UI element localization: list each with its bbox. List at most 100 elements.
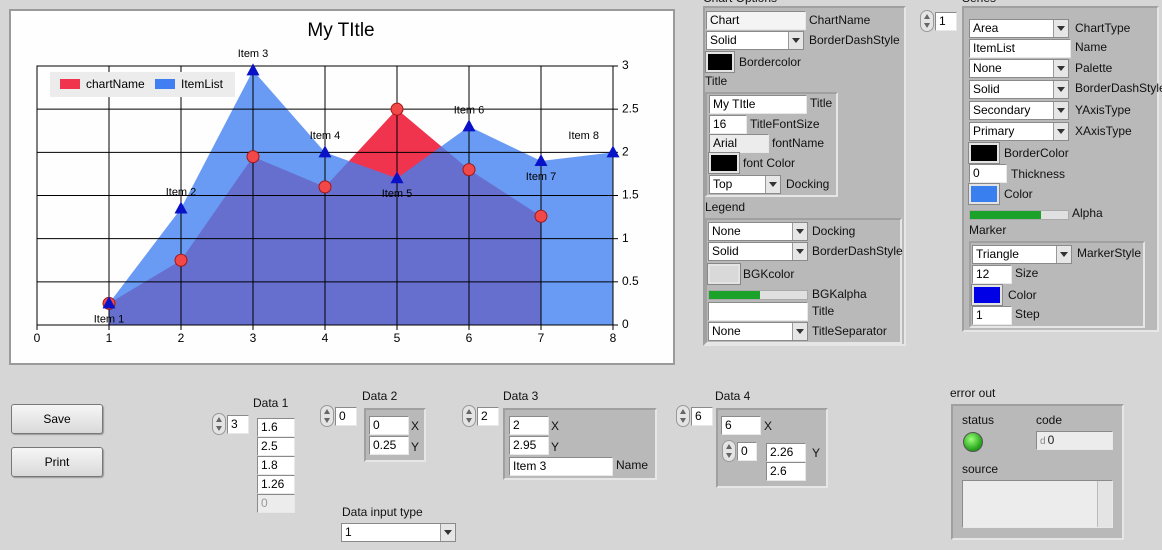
text-field[interactable]: 0 xyxy=(969,164,1007,183)
color-box[interactable] xyxy=(968,183,1000,205)
dropdown[interactable]: None xyxy=(708,222,808,241)
label: Name xyxy=(1075,40,1108,54)
text-field[interactable]: 16 xyxy=(709,115,747,134)
marker xyxy=(462,119,476,132)
dropdown-arrow[interactable] xyxy=(792,323,807,340)
dropdown-arrow[interactable] xyxy=(1053,60,1068,77)
text-field[interactable]: Arial xyxy=(709,134,769,153)
label: Y xyxy=(411,440,420,454)
marker xyxy=(462,163,476,177)
text-field[interactable]: 2 xyxy=(509,416,549,435)
x-tick-label: 5 xyxy=(394,331,401,345)
spinner[interactable] xyxy=(676,405,690,427)
text-field[interactable]: 1.26 xyxy=(257,475,295,494)
dropdown[interactable]: Solid xyxy=(969,80,1069,99)
text-field[interactable]: 2.95 xyxy=(509,436,549,455)
save-button[interactable]: Save xyxy=(11,404,103,434)
dropdown[interactable]: Solid xyxy=(708,242,808,261)
dropdown[interactable]: Top xyxy=(709,175,781,194)
dropdown[interactable]: Solid xyxy=(706,31,804,50)
label: Docking xyxy=(786,177,830,191)
dropdown-value: Triangle xyxy=(976,247,1019,261)
color-box[interactable] xyxy=(971,284,1003,306)
text-field[interactable]: Chart xyxy=(706,11,806,30)
dropdown[interactable]: Area xyxy=(969,19,1069,38)
label: X xyxy=(411,419,420,433)
text-field[interactable]: 2.5 xyxy=(257,437,295,456)
text-field[interactable]: 2 xyxy=(477,407,499,426)
color-box[interactable] xyxy=(708,152,740,174)
text-field[interactable]: 6 xyxy=(721,416,761,435)
dropdown[interactable]: Secondary xyxy=(969,101,1069,120)
dropdown-arrow[interactable] xyxy=(1053,81,1068,98)
text-field[interactable]: 1.6 xyxy=(257,418,295,437)
dropdown-arrow[interactable] xyxy=(792,243,807,260)
spinner[interactable] xyxy=(320,405,334,427)
label: Size xyxy=(1015,266,1039,280)
label: ChartType xyxy=(1075,21,1131,35)
dropdown-arrow[interactable] xyxy=(788,32,803,49)
color-box[interactable] xyxy=(707,263,741,285)
text-field[interactable]: 1.8 xyxy=(257,456,295,475)
dropdown-arrow[interactable] xyxy=(765,176,780,193)
scrollbar[interactable] xyxy=(1097,481,1112,527)
source-field[interactable] xyxy=(962,480,1113,528)
text-field[interactable]: 0.25 xyxy=(369,436,409,455)
text-field[interactable] xyxy=(708,302,808,321)
spinner[interactable] xyxy=(212,413,226,435)
dropdown-value: Solid xyxy=(710,33,737,47)
text-field[interactable]: My TItle xyxy=(709,95,807,114)
dropdown[interactable]: None xyxy=(708,322,808,341)
text-field[interactable]: 0 xyxy=(257,494,295,513)
point-label: Item 2 xyxy=(166,186,197,198)
text-field[interactable]: 1 xyxy=(935,12,957,31)
dropdown-arrow[interactable] xyxy=(1053,20,1068,37)
marker xyxy=(246,150,260,164)
point-label: Item 3 xyxy=(238,48,269,60)
label: code xyxy=(1036,413,1063,427)
marker xyxy=(174,201,188,214)
text-field[interactable]: 0 xyxy=(737,442,757,461)
color-box[interactable] xyxy=(968,142,1000,164)
slider[interactable] xyxy=(708,290,808,300)
text-field[interactable]: 1 xyxy=(972,306,1012,325)
spinner[interactable] xyxy=(722,440,736,462)
text-field[interactable]: 6 xyxy=(691,407,713,426)
label: BorderDashStyle xyxy=(809,33,900,47)
text-field[interactable]: 2.6 xyxy=(766,462,806,481)
label: Palette xyxy=(1075,61,1113,75)
dropdown-value: Area xyxy=(973,21,999,35)
text-field[interactable]: 3 xyxy=(227,415,249,434)
marker xyxy=(390,171,404,184)
dropdown[interactable]: None xyxy=(969,59,1069,78)
text-field[interactable]: ItemList xyxy=(969,39,1071,58)
text-field[interactable]: 2.26 xyxy=(766,443,806,462)
text-field[interactable]: 0 xyxy=(369,416,409,435)
text-field[interactable]: 0 xyxy=(335,407,357,426)
label: Title xyxy=(810,96,833,110)
slider[interactable] xyxy=(969,210,1069,220)
text-field[interactable]: Item 3 xyxy=(509,457,613,476)
dropdown-arrow[interactable] xyxy=(1053,102,1068,119)
chart-title: My TItle xyxy=(307,20,374,41)
status-led[interactable] xyxy=(963,432,983,452)
dropdown[interactable]: Primary xyxy=(969,122,1069,141)
dropdown-arrow[interactable] xyxy=(1053,123,1068,140)
dropdown-arrow[interactable] xyxy=(792,223,807,240)
print-button[interactable]: Print xyxy=(11,447,103,477)
label: Y xyxy=(551,440,560,454)
spinner[interactable] xyxy=(920,10,934,32)
label: source xyxy=(962,462,999,476)
label: TitleFontSize xyxy=(750,117,820,131)
color-box[interactable] xyxy=(705,51,735,73)
plot-frame xyxy=(36,65,614,326)
spinner[interactable] xyxy=(462,405,476,427)
dropdown-arrow[interactable] xyxy=(1056,246,1071,263)
dropdown[interactable]: 1 xyxy=(341,523,456,542)
legend-label: ItemList xyxy=(181,77,224,91)
dropdown[interactable]: Triangle xyxy=(972,245,1072,264)
dropdown-arrow[interactable] xyxy=(440,524,455,541)
text-field[interactable]: 12 xyxy=(972,265,1012,284)
marker xyxy=(246,63,260,76)
